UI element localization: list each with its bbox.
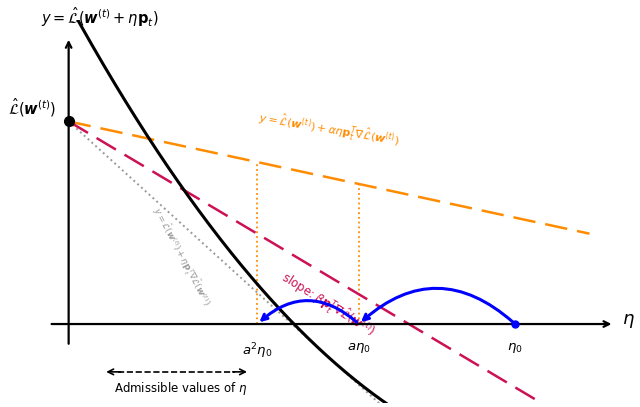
Text: $a\eta_0$: $a\eta_0$ [347, 341, 371, 355]
Text: $a^2\eta_0$: $a^2\eta_0$ [242, 341, 273, 361]
Text: Admissible values of $\eta$: Admissible values of $\eta$ [113, 380, 247, 397]
Text: $y = \hat{\mathcal{L}}(\boldsymbol{w}^{(t)} + \eta\mathbf{p}_t)$: $y = \hat{\mathcal{L}}(\boldsymbol{w}^{(… [42, 6, 159, 28]
Text: $y = \hat{\mathcal{L}}(\boldsymbol{w}^{(t)}) + \eta\mathbf{p}_t^T\nabla\hat{\mat: $y = \hat{\mathcal{L}}(\boldsymbol{w}^{(… [148, 205, 214, 309]
Text: $\eta$: $\eta$ [622, 312, 635, 330]
Text: $\eta_0$: $\eta_0$ [508, 341, 523, 355]
Text: slope: $\beta\mathbf{p}_t^T\nabla\hat{\mathcal{L}}(\boldsymbol{w}^{(t)})$: slope: $\beta\mathbf{p}_t^T\nabla\hat{\m… [277, 268, 379, 342]
Text: $y = \hat{\mathcal{L}}(\boldsymbol{w}^{(t)}) + \alpha\eta\mathbf{p}_t^T\nabla\ha: $y = \hat{\mathcal{L}}(\boldsymbol{w}^{(… [257, 108, 401, 151]
Text: $\hat{\mathcal{L}}(\boldsymbol{w}^{(t)})$: $\hat{\mathcal{L}}(\boldsymbol{w}^{(t)})… [8, 97, 56, 118]
